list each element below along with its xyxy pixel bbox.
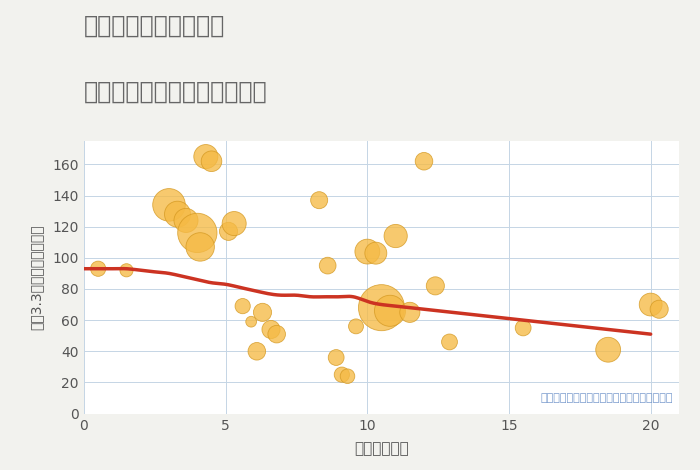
Point: [603, 346, 614, 353]
Point: [121, 266, 132, 274]
Point: [444, 338, 455, 346]
Text: 円の大きさは、取引のあった物件面積を示す: 円の大きさは、取引のあった物件面積を示す: [540, 393, 673, 403]
Point: [163, 201, 174, 209]
Point: [265, 326, 276, 333]
Point: [195, 243, 206, 251]
Point: [362, 248, 373, 255]
Point: [92, 265, 104, 273]
Point: [257, 309, 268, 316]
Point: [654, 306, 665, 313]
Point: [251, 347, 262, 355]
Point: [376, 304, 387, 312]
Point: [223, 227, 234, 235]
Point: [271, 330, 282, 338]
Point: [419, 157, 430, 165]
Point: [370, 250, 382, 257]
Point: [390, 232, 401, 240]
Point: [517, 324, 528, 332]
Point: [330, 354, 342, 361]
Point: [384, 307, 395, 314]
Point: [645, 301, 657, 308]
Text: 駅距離別中古マンション価格: 駅距離別中古マンション価格: [84, 80, 267, 104]
Point: [200, 153, 211, 160]
Point: [172, 211, 183, 218]
Point: [246, 318, 257, 325]
Y-axis label: 坪（3.3㎡）単価（万円）: 坪（3.3㎡）単価（万円）: [29, 225, 43, 330]
Point: [322, 262, 333, 269]
Point: [342, 372, 353, 380]
Point: [229, 220, 240, 227]
Point: [206, 157, 217, 165]
Point: [430, 282, 441, 290]
Point: [181, 217, 192, 224]
X-axis label: 駅距離（分）: 駅距離（分）: [354, 441, 409, 456]
Point: [237, 302, 248, 310]
Point: [336, 371, 347, 378]
Point: [192, 229, 203, 237]
Point: [351, 322, 362, 330]
Point: [314, 196, 325, 204]
Text: 奈良県奈良市阪原町の: 奈良県奈良市阪原町の: [84, 14, 225, 38]
Point: [404, 309, 415, 316]
